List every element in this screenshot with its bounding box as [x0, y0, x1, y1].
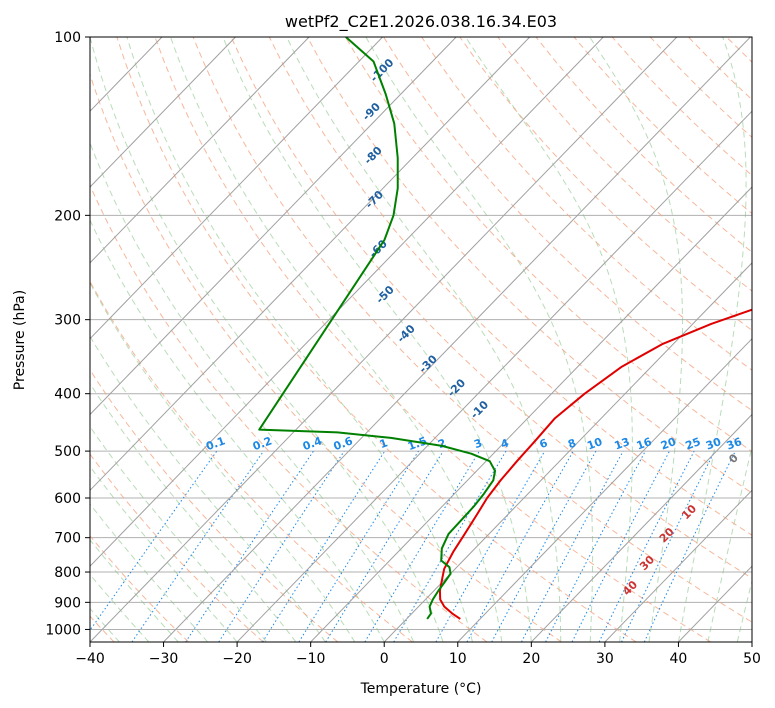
moist-adiabat: [365, 37, 594, 642]
profile-series: [258, 37, 752, 620]
x-tick-label: 20: [522, 651, 540, 667]
moist-adiabat: [90, 425, 267, 642]
dry-adiabat: [345, 37, 752, 453]
chart-title: wetPf2_C2E1.2026.038.16.34.E03: [285, 12, 557, 32]
isotherm-line: [90, 37, 383, 340]
isotherm-line: [90, 37, 457, 416]
moist-adiabat: [170, 37, 503, 642]
mixing-ratio-label: 36: [725, 435, 744, 453]
y-tick-label: 900: [54, 595, 81, 611]
isotherm-line: [90, 37, 604, 567]
mixing-ratio-label: 2: [436, 436, 448, 451]
mixing-ratio-label: 6: [538, 436, 550, 451]
x-tick-label: −30: [149, 651, 179, 667]
mixing-ratio-label: 13: [613, 435, 632, 452]
dry-adiabat: [306, 37, 752, 494]
mixing-ratio-line: [521, 450, 624, 642]
x-axis-title: Temperature (°C): [360, 681, 482, 697]
dry-adiabat: [90, 453, 264, 642]
mixing-ratio-line: [185, 450, 314, 642]
isotherm-line: [310, 186, 752, 642]
y-tick-label: 300: [54, 313, 81, 329]
x-tick-label: 40: [670, 651, 688, 667]
axes: −40 −30 −20 −10 0 10 20 30 40 5010020030040050060…: [45, 30, 761, 667]
mixing-ratio-line: [325, 450, 444, 642]
dry-adiabat: [230, 37, 752, 579]
mixing-ratio-line: [262, 450, 386, 642]
mixing-ratio-line: [571, 450, 670, 642]
isotherm-line: [90, 37, 236, 188]
moist-adiabat: [126, 37, 473, 642]
y-tick-label: 1000: [45, 622, 81, 638]
dewpoint-profile: [258, 37, 497, 620]
dry-adiabat: [116, 37, 637, 642]
isotherm-line: [530, 413, 752, 642]
isotherm-line: [236, 110, 752, 642]
isotherm-line: [163, 37, 751, 642]
mixing-ratio-line: [90, 450, 218, 632]
moist-adiabat: [222, 37, 532, 642]
moist-adiabat: [90, 465, 238, 642]
y-tick-label: 700: [54, 531, 81, 547]
mixing-ratio-label: 16: [635, 435, 654, 453]
x-tick-label: 30: [596, 651, 614, 667]
y-axis-title: Pressure (hPa): [12, 290, 28, 390]
moist-adiabat: [677, 37, 747, 642]
mixing-ratio-label: 20: [659, 435, 678, 453]
y-tick-label: 800: [54, 565, 81, 581]
x-tick-label: −10: [296, 651, 326, 667]
mixing-ratio-label: 10: [585, 435, 604, 453]
mixing-ratio-line: [598, 450, 695, 642]
dry-adiabat: [192, 37, 752, 623]
mixing-ratio-label: 25: [684, 435, 703, 452]
mixing-ratio-line: [218, 450, 345, 642]
isotherm-line: [90, 37, 678, 642]
isotherm-line: [457, 337, 752, 642]
grid-layer: [90, 37, 752, 630]
moist-adiabat: [736, 579, 752, 642]
y-tick-label: 100: [54, 30, 81, 46]
skewed-isotherms: [90, 37, 752, 642]
mixing-ratio-line: [131, 450, 264, 642]
dry-adiabat: [90, 369, 339, 642]
mixing-ratio-line: [466, 450, 574, 642]
mixing-ratio-label: 0.4: [301, 434, 324, 453]
x-tick-label: 50: [743, 651, 761, 667]
x-tick-label: 0: [380, 651, 389, 667]
mixing-ratio-label: 1.5: [406, 434, 429, 453]
moist-adiabat: [465, 37, 633, 642]
mixing-ratio-label: 4: [499, 436, 511, 451]
y-tick-label: 500: [54, 444, 81, 460]
moist-adiabat: [90, 219, 385, 642]
y-tick-label: 600: [54, 491, 81, 507]
plot-frame: [89, 36, 753, 643]
y-tick-label: 400: [54, 387, 81, 403]
mixing-ratio-label: 0.6: [332, 434, 355, 453]
x-tick-label: 10: [449, 651, 467, 667]
moist-adiabat: [90, 382, 297, 642]
moist-adiabat: [90, 37, 444, 642]
x-tick-label: −20: [222, 651, 252, 667]
y-tick-label: 200: [54, 208, 81, 224]
mixing-ratio-label: 1: [378, 436, 390, 451]
dry-adiabat: [90, 72, 562, 642]
isotherm-line: [90, 37, 310, 264]
mixing-ratio-label: 0.1: [204, 434, 227, 453]
moist-adiabat: [589, 37, 683, 642]
moist-adiabat: [90, 281, 356, 642]
isotherm-line: [604, 489, 752, 642]
mixing-ratio-label: 3: [472, 436, 484, 451]
dry-adiabat: [90, 184, 488, 642]
mixing-ratio-label: 30: [704, 435, 723, 453]
moist-adiabat: [286, 37, 562, 642]
x-tick-label: −40: [75, 651, 105, 667]
mixing-ratio-label: 0.2: [251, 434, 274, 453]
mixing-ratio-label: 8: [566, 436, 578, 451]
temperature-profile: [438, 308, 752, 620]
isotherm-line: [90, 37, 531, 492]
moist-adiabat: [90, 335, 326, 642]
isotherm-line: [383, 262, 752, 642]
